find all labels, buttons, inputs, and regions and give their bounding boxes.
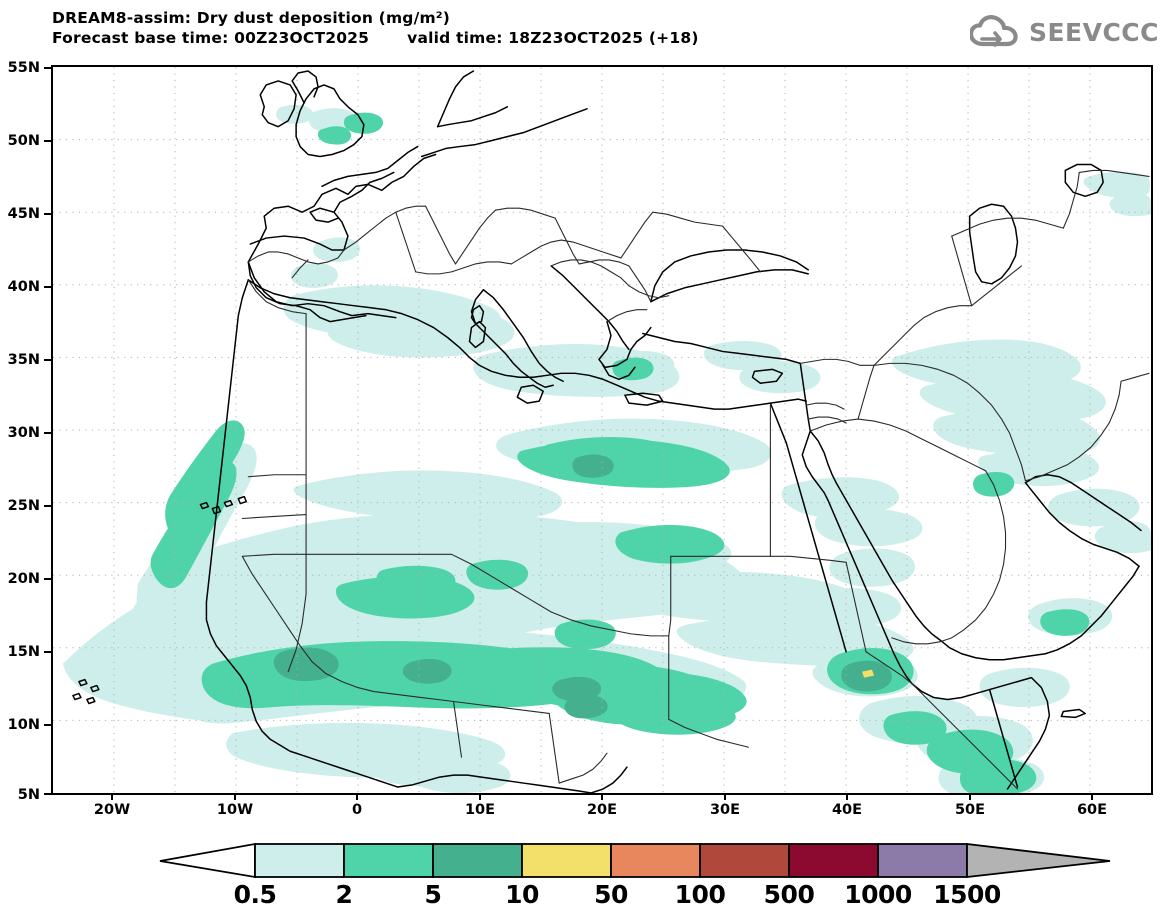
colorbar-tick-label: 1500	[933, 880, 1001, 909]
x-axis-tick	[356, 793, 358, 800]
colorbar-tick-label: 0.5	[233, 880, 277, 909]
colorbar-segment[interactable]	[699, 843, 790, 878]
colorbar-tick-label: 500	[763, 880, 815, 909]
x-axis-label: 20W	[93, 802, 131, 818]
colorbar-tick-label: 5	[424, 880, 442, 909]
x-axis-label: 60E	[1076, 802, 1108, 818]
colorbar-over-triangle[interactable]	[966, 842, 1111, 879]
y-axis-label: 20N	[7, 571, 40, 587]
colorbar-segment[interactable]	[877, 843, 968, 878]
x-axis-tick	[1091, 793, 1093, 800]
colorbar-under-triangle[interactable]	[159, 842, 256, 879]
y-axis-label: 30N	[7, 425, 40, 441]
x-axis-tick	[234, 793, 236, 800]
colorbar-tick-label: 50	[594, 880, 628, 909]
y-axis-tick	[44, 724, 51, 726]
forecast-time-line: Forecast base time: 00Z23OCT2025 valid ti…	[52, 29, 699, 47]
y-axis-label: 10N	[7, 717, 40, 733]
y-axis-label: 55N	[7, 60, 40, 76]
base-time-text: Forecast base time: 00Z23OCT2025	[52, 29, 370, 47]
colorbar-segment[interactable]	[521, 843, 612, 878]
coastline-layer	[72, 70, 1142, 793]
map-plot-area[interactable]	[51, 65, 1153, 795]
y-axis-label: 50N	[7, 133, 40, 149]
x-axis-tick	[111, 793, 113, 800]
border-layer	[241, 169, 1150, 790]
colorbar-segment[interactable]	[610, 843, 701, 878]
y-axis-tick	[44, 140, 51, 142]
x-axis-tick	[846, 793, 848, 800]
x-axis-label: 50E	[954, 802, 986, 818]
x-axis-label: 10W	[216, 802, 254, 818]
colorbar-tick-label: 100	[674, 880, 726, 909]
colorbar-segment[interactable]	[788, 843, 879, 878]
logo-text: SEEVCCC	[1028, 17, 1159, 47]
map-graphics	[53, 67, 1151, 793]
y-axis-tick	[44, 505, 51, 507]
colorbar-tick-label: 2	[335, 880, 353, 909]
dust-contour-layer	[62, 104, 1151, 793]
colorbar-segment[interactable]	[343, 843, 434, 878]
x-axis-tick	[969, 793, 971, 800]
map-canvas	[53, 67, 1151, 793]
y-axis-tick	[44, 578, 51, 580]
y-axis-label: 5N	[17, 787, 40, 803]
x-axis-label: 30E	[709, 802, 741, 818]
x-axis-tick	[601, 793, 603, 800]
x-axis-tick	[724, 793, 726, 800]
graticule	[53, 67, 1151, 793]
y-axis-tick	[44, 432, 51, 434]
y-axis-label: 40N	[7, 279, 40, 295]
y-axis-tick	[44, 286, 51, 288]
x-axis-label: 20E	[586, 802, 618, 818]
y-axis-label: 25N	[7, 498, 40, 514]
y-axis-tick	[44, 67, 51, 69]
y-axis-tick	[44, 651, 51, 653]
y-axis-tick	[44, 793, 51, 795]
y-axis: 55N 50N 45N 40N 35N 30N 25N 20N 15N 10N …	[0, 0, 51, 907]
seevccc-logo: SEEVCCC	[969, 14, 1159, 50]
y-axis-label: 35N	[7, 352, 40, 368]
header: DREAM8-assim: Dry dust deposition (mg/m²…	[0, 0, 1165, 62]
colorbar-segment[interactable]	[432, 843, 523, 878]
x-axis-label: 10E	[464, 802, 496, 818]
colorbar: 0.5 2 5 10 50 100 500 1000 1500	[0, 836, 1165, 909]
page-title: DREAM8-assim: Dry dust deposition (mg/m²…	[52, 9, 451, 27]
colorbar-segment[interactable]	[254, 843, 345, 878]
colorbar-tick-label: 1000	[844, 880, 912, 909]
x-axis-label: 40E	[831, 802, 863, 818]
y-axis-label: 45N	[7, 206, 40, 222]
colorbar-graphic	[159, 842, 1111, 879]
colorbar-tick-label: 10	[505, 880, 539, 909]
y-axis-tick	[44, 213, 51, 215]
x-axis-tick	[479, 793, 481, 800]
valid-time-text: valid time: 18Z23OCT2025 (+18)	[407, 29, 699, 47]
y-axis-label: 15N	[7, 644, 40, 660]
cloud-arrow-icon	[969, 15, 1018, 47]
y-axis-tick	[44, 359, 51, 361]
x-axis-label: 0	[351, 802, 363, 818]
